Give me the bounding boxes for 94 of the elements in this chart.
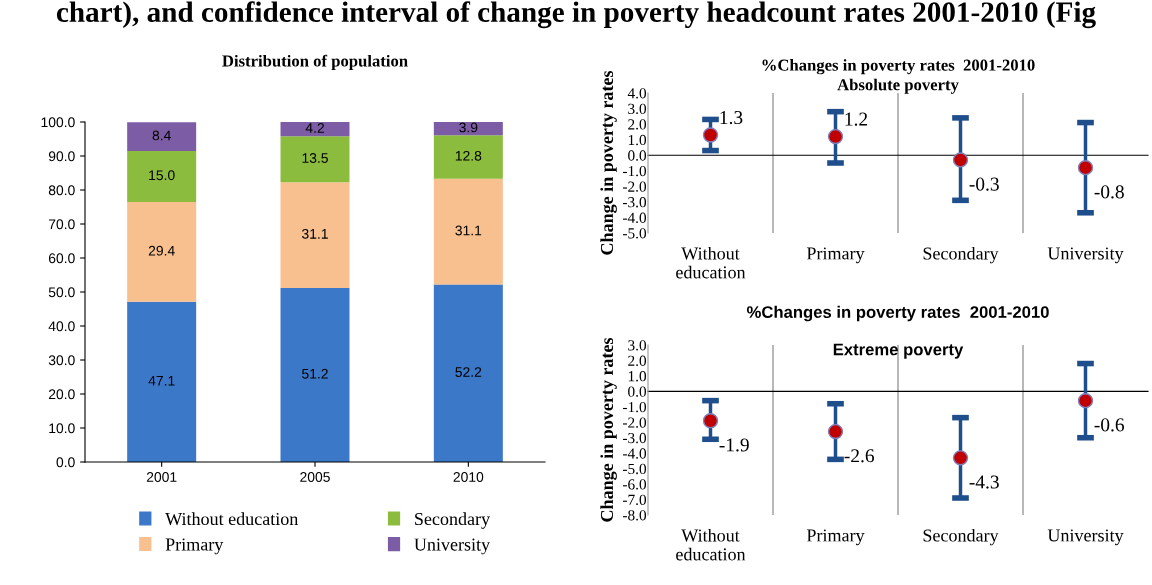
- x-tick-label: Primary: [806, 529, 865, 546]
- bar: [433, 284, 503, 462]
- data-label: 31.1: [302, 228, 328, 239]
- text: chart), and confidence interval of change in poverty headcount rates 2001-2010 (Fig: [56, 1, 1096, 29]
- y-tick-label: -1.0: [622, 165, 647, 177]
- y-tick-label: -5.0: [622, 228, 647, 239]
- data-label: 12.8: [455, 150, 482, 161]
- x-tick-label: 2001: [146, 472, 177, 482]
- point: [952, 152, 969, 168]
- y-tick-label: 0.0: [628, 386, 647, 397]
- data-label: 15.0: [149, 170, 175, 181]
- x-tick-label: University: [1047, 247, 1124, 264]
- y-tick-label: -2.0: [622, 417, 647, 428]
- bar: [127, 150, 197, 202]
- y-tick-label: 2.0: [628, 119, 647, 130]
- y-tick-label: -8.0: [622, 510, 647, 521]
- chart-title: %Changes in poverty rates 2001-2010: [746, 305, 1049, 322]
- chart-subtitle: Extreme poverty: [833, 343, 964, 359]
- x-tick-label: Without education: [676, 246, 746, 279]
- x-tick-label: University: [1047, 529, 1124, 546]
- legend-label: Without education: [165, 512, 299, 526]
- y-tick-label: 4.0: [627, 88, 647, 99]
- data-label: 51.2: [302, 368, 328, 379]
- x-tick-label: 2010: [453, 472, 484, 482]
- y-tick-label: -3.0: [622, 197, 647, 208]
- data-label: -0.8: [1094, 185, 1124, 199]
- bar: [433, 135, 503, 179]
- y-tick-label: 1.0: [628, 371, 647, 382]
- bar: [433, 178, 503, 285]
- point: [827, 423, 844, 440]
- x-tick-label: 2005: [300, 472, 330, 482]
- bar: [127, 122, 197, 151]
- chart-subtitle: Absolute poverty: [837, 78, 959, 94]
- y-tick-label: -6.0: [622, 479, 647, 490]
- data-label: -2.6: [844, 449, 875, 463]
- legend-label: Secondary: [415, 512, 491, 529]
- point: [1077, 160, 1094, 176]
- bar: [280, 287, 350, 462]
- y-tick-label: 2.0: [628, 355, 647, 366]
- y-axis-title: Change in poverty rates: [600, 337, 617, 522]
- bar: [280, 182, 350, 288]
- point: [1077, 392, 1094, 409]
- y-tick-label: -4.0: [622, 448, 647, 459]
- y-tick-label: 10.0: [49, 423, 75, 434]
- point: [952, 450, 969, 466]
- y-tick-label: 30.0: [48, 355, 75, 366]
- y-tick-label: 100.0: [41, 117, 75, 128]
- data-label: 1.3: [720, 111, 743, 125]
- data-label: 8.4: [152, 130, 171, 141]
- y-tick-label: 20.0: [48, 389, 75, 400]
- y-tick-label: 3.0: [628, 340, 647, 351]
- y-tick-label: 50.0: [48, 287, 75, 298]
- y-tick-label: -1.0: [622, 401, 647, 413]
- data-label: 31.1: [455, 225, 482, 236]
- point: [702, 127, 719, 143]
- chart-title: Distribution of population: [222, 54, 408, 70]
- data-label: -4.3: [969, 475, 999, 489]
- y-tick-label: -4.0: [622, 212, 647, 223]
- y-tick-label: -5.0: [622, 463, 647, 475]
- y-tick-label: 3.0: [628, 103, 647, 115]
- x-tick-label: Without education: [676, 528, 746, 561]
- data-label: 3.9: [459, 122, 478, 133]
- data-label: 52.2: [455, 367, 482, 377]
- data-label: 13.5: [302, 153, 328, 163]
- point: [702, 413, 719, 429]
- data-label: 1.2: [845, 112, 868, 126]
- data-label: 29.4: [148, 245, 175, 256]
- bar: [280, 122, 350, 137]
- bar: [127, 301, 197, 462]
- data-label: 47.1: [148, 375, 175, 386]
- y-tick-label: -2.0: [622, 181, 647, 192]
- chart-title: %Changes in poverty rates 2001-2010: [762, 59, 1035, 75]
- point: [827, 128, 844, 145]
- y-tick-label: -3.0: [622, 432, 647, 444]
- x-tick-label: Secondary: [923, 528, 999, 546]
- y-tick-label: 40.0: [48, 321, 75, 332]
- data-label: 4.2: [305, 123, 324, 133]
- x-tick-label: Primary: [806, 247, 865, 264]
- y-tick-label: 70.0: [48, 219, 75, 230]
- y-tick-label: -7.0: [622, 494, 647, 506]
- y-tick-label: 0.0: [628, 150, 647, 161]
- data-label: -0.3: [969, 177, 999, 191]
- y-tick-label: 60.0: [48, 253, 75, 264]
- x-tick-label: Secondary: [923, 246, 999, 264]
- bar: [280, 136, 350, 183]
- y-tick-label: 1.0: [628, 134, 647, 146]
- y-tick-label: 90.0: [48, 151, 75, 162]
- bar: [433, 122, 503, 136]
- y-tick-label: 0.0: [56, 457, 75, 468]
- y-axis-title: Change in poverty rates: [600, 70, 617, 255]
- data-label: -0.6: [1094, 418, 1125, 432]
- bar: [127, 201, 197, 302]
- y-tick-label: 80.0: [48, 185, 75, 196]
- data-label: -1.9: [719, 438, 749, 452]
